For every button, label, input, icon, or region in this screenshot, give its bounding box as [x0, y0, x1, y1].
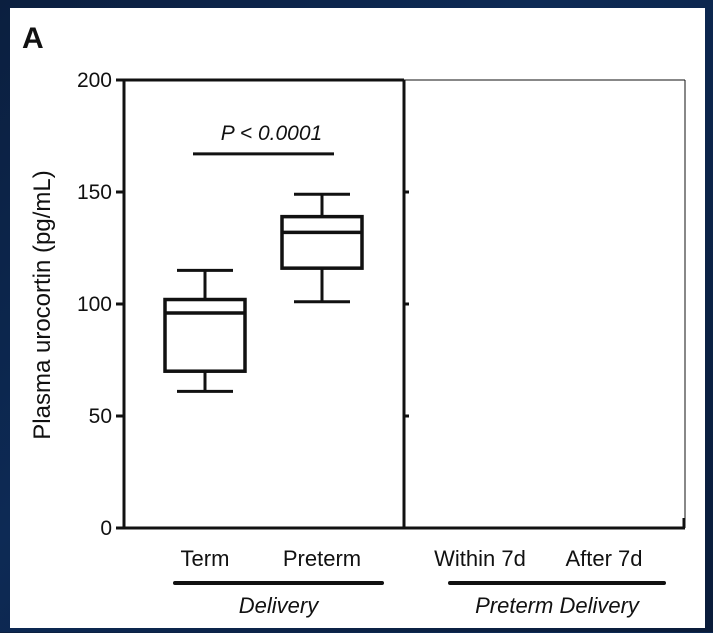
box-plot-chart: A Plasma urocortin (pg/mL) 050100150200 …: [22, 22, 686, 618]
axes: 0 50 100 150 200: [77, 69, 686, 540]
x-tick-label-term: Term: [181, 546, 230, 571]
y-axis-label: Plasma urocortin (pg/mL): [29, 170, 56, 439]
x-tick-label-within-7d: Within 7d: [434, 546, 526, 571]
box-iqr: [163, 297, 247, 373]
y-tick-label: 200: [77, 69, 112, 92]
y-tick-label: 0: [100, 517, 112, 540]
box-iqr: [280, 214, 364, 270]
panel-label: A: [22, 22, 44, 55]
group-label-preterm-delivery: Preterm Delivery: [475, 593, 641, 618]
figure-panel: A Plasma urocortin (pg/mL) 0 50 100 150 200 …: [10, 8, 705, 628]
group-label-delivery: Delivery: [239, 593, 320, 618]
box-term: [163, 268, 247, 393]
y-tick-label: 50: [89, 405, 112, 428]
box-preterm: [280, 192, 364, 304]
annotation: P < 0.0001: [193, 122, 334, 156]
group-labels: Delivery Preterm Delivery: [173, 581, 666, 618]
y-tick-label: 150: [77, 181, 112, 204]
x-tick-label-preterm: Preterm: [283, 546, 361, 571]
p-value-label: P < 0.0001: [221, 122, 322, 145]
x-tick-label-after-7d: After 7d: [565, 546, 642, 571]
y-tick-label: 100: [77, 293, 112, 316]
boxes: [163, 192, 364, 393]
x-tick-labels: Term Preterm Within 7d After 7d: [181, 546, 643, 571]
